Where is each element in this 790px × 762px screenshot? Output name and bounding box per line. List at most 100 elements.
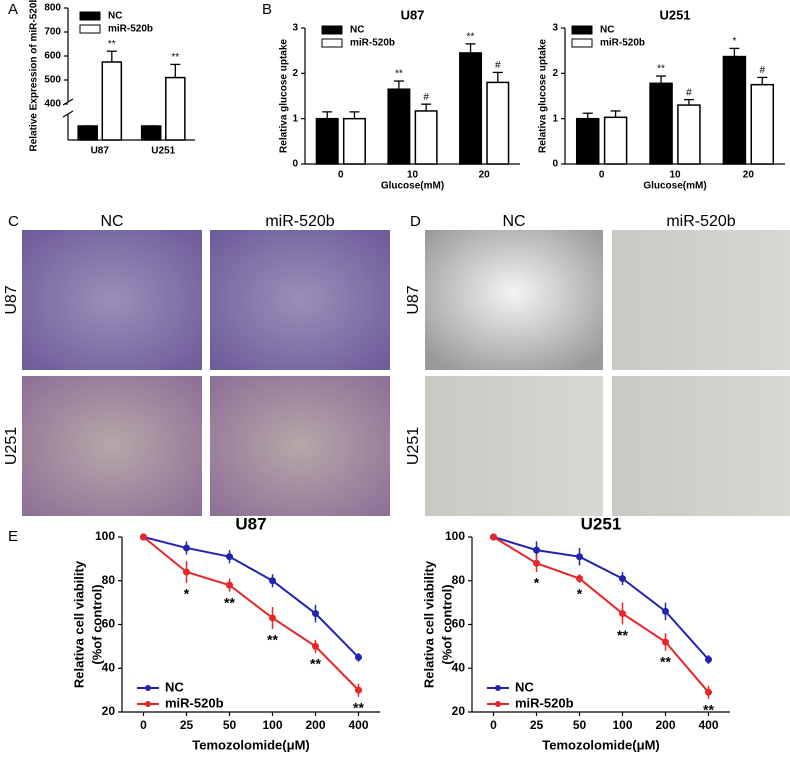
significance-label: **	[467, 32, 475, 43]
y-tick-label: 600	[44, 51, 61, 62]
bar	[677, 104, 701, 165]
y-axis-label: Relativa cell viability	[71, 560, 86, 688]
legend-marker	[145, 685, 151, 691]
bar	[77, 125, 98, 141]
point	[662, 607, 669, 615]
point	[269, 614, 276, 622]
y-tick-label: 80	[102, 573, 116, 587]
x-tick-label: 400	[348, 718, 368, 732]
significance-label: **	[310, 656, 321, 672]
point	[183, 568, 190, 576]
y-tick-label: 3	[292, 23, 298, 34]
legend-swatch	[571, 25, 593, 35]
bar	[722, 55, 747, 165]
point	[226, 581, 233, 589]
legend-marker	[495, 685, 501, 691]
bar	[101, 61, 123, 141]
significance-label: *	[184, 586, 190, 602]
x-tick-label: 10	[407, 170, 419, 181]
point	[662, 638, 669, 646]
point	[490, 533, 497, 541]
point	[619, 575, 626, 583]
bar	[575, 117, 600, 165]
legend-swatch	[79, 11, 101, 21]
chart-title: U87	[401, 7, 425, 22]
bar	[486, 81, 510, 165]
panel-label: E	[8, 528, 18, 545]
micrograph	[612, 230, 790, 370]
x-tick-label: 50	[223, 718, 237, 732]
x-tick-label: 100	[262, 718, 282, 732]
legend-label: miR-520b	[600, 38, 645, 49]
point	[312, 642, 319, 650]
bar	[649, 82, 673, 165]
legend-label: miR-520b	[165, 695, 224, 710]
x-axis-label: Glucose(mM)	[381, 181, 444, 192]
y-tick-label: 80	[452, 573, 466, 587]
series-line	[143, 536, 360, 659]
series-line	[142, 536, 360, 691]
column-label: NC	[502, 213, 525, 230]
point	[226, 553, 233, 561]
x-tick-label: U251	[151, 146, 175, 157]
column-label: NC	[100, 213, 123, 230]
point	[183, 544, 190, 552]
y-tick-label: 2	[292, 68, 298, 79]
x-axis-label: Temozolomide(μM)	[192, 737, 309, 752]
y-tick-label: 1	[292, 113, 298, 124]
x-tick-label: 20	[479, 170, 491, 181]
legend-marker	[145, 701, 151, 707]
legend-swatch	[79, 24, 101, 34]
y-axis-label: Relativa glucose uptake	[279, 39, 290, 153]
y-tick-label: 100	[445, 529, 465, 543]
significance-label: **	[617, 627, 628, 643]
micrograph	[210, 376, 390, 516]
point	[533, 559, 540, 567]
x-tick-label: 0	[599, 170, 605, 181]
y-tick-label: 20	[102, 704, 116, 718]
x-tick-label: 25	[530, 718, 544, 732]
significance-label: **	[267, 632, 278, 648]
panel-label: D	[410, 213, 421, 230]
y-axis-label: Relativa glucose uptake	[538, 39, 549, 153]
legend-label: miR-520b	[350, 38, 395, 49]
x-tick-label: 0	[140, 718, 147, 732]
micrograph	[210, 230, 390, 370]
column-label: miR-520b	[265, 213, 334, 230]
row-label: U87	[3, 285, 20, 314]
row-label: U251	[3, 427, 20, 465]
significance-label: **	[657, 64, 665, 75]
micrograph	[612, 376, 790, 516]
series-line	[492, 536, 710, 693]
significance-label: **	[395, 69, 403, 80]
significance-label: *	[534, 575, 540, 591]
panel-label: B	[262, 1, 272, 18]
significance-label: **	[703, 702, 714, 718]
y-tick-label: 700	[44, 27, 61, 38]
chart-title: U251	[659, 7, 690, 22]
y-tick-label: 20	[452, 704, 466, 718]
column-label: miR-520b	[666, 213, 735, 230]
y-tick-label: 100	[95, 529, 115, 543]
row-label: U251	[405, 427, 422, 465]
x-tick-label: 10	[669, 170, 681, 181]
series-line	[493, 536, 710, 661]
axis-break	[62, 98, 74, 118]
significance-label: *	[577, 586, 583, 602]
legend-label: NC	[165, 679, 184, 694]
point	[312, 610, 319, 618]
significance-label: **	[224, 594, 235, 610]
y-tick-label: 60	[452, 617, 466, 631]
y-tick-label: 40	[452, 660, 466, 674]
bar	[750, 83, 775, 165]
bar	[140, 125, 162, 141]
panel-label: C	[8, 213, 19, 230]
legend-label: NC	[350, 25, 364, 36]
legend-label: miR-520b	[108, 24, 153, 35]
x-tick-label: 25	[180, 718, 194, 732]
legend-label: miR-520b	[515, 695, 574, 710]
y-tick-label: 0	[552, 159, 558, 170]
y-tick-label: 1	[552, 113, 558, 124]
y-axis-label: Relativa cell viability	[421, 560, 436, 688]
significance-label: #	[686, 87, 692, 98]
